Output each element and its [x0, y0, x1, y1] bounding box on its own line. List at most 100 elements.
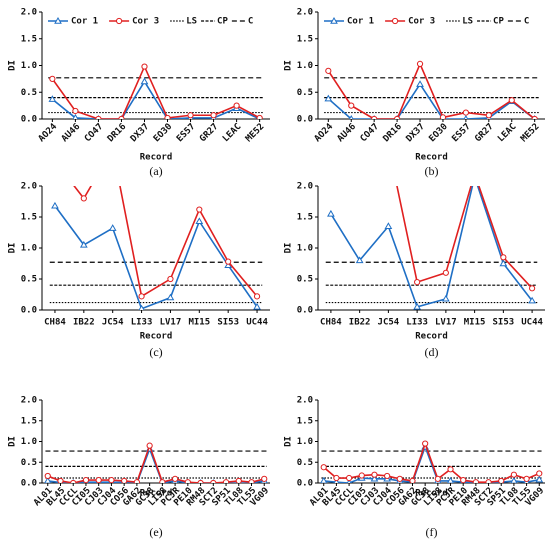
data-point [396, 475, 403, 482]
data-point [416, 60, 424, 67]
x-tick-label: LI33 [131, 318, 153, 328]
x-tick-label: AU46 [60, 122, 82, 144]
data-point [523, 475, 530, 482]
x-axis-label: Record [140, 153, 173, 163]
series-line [323, 441, 540, 483]
y-tick-label: 0.0 [21, 115, 37, 125]
series-line [54, 205, 258, 310]
legend-label: Cor 3 [408, 17, 435, 27]
data-point [133, 479, 140, 483]
y-tick-label: 1.5 [297, 34, 313, 44]
x-axis-label: Record [415, 332, 448, 342]
data-point [535, 475, 544, 483]
data-point [108, 476, 115, 483]
y-tick-label: 1.5 [21, 213, 37, 223]
data-point [138, 293, 145, 300]
data-point [439, 114, 447, 119]
x-tick-label: JC54 [102, 318, 124, 328]
data-point [358, 472, 365, 479]
y-tick-label: 2.0 [297, 8, 313, 18]
caption: (e) [149, 525, 162, 539]
data-point [51, 201, 59, 209]
panel: 0.0 0.5 1.0 1.5 2.0 DI CH84 IB22 JC54 LI33 LV17 MI1… [284, 182, 545, 359]
data-point [256, 114, 263, 119]
y-axis-label: DI [8, 436, 18, 447]
y-tick-label: 0.5 [297, 458, 313, 468]
data-point [500, 254, 507, 261]
y-axis-label: DI [8, 60, 18, 71]
y-tick-label: 2.0 [21, 396, 37, 406]
y-axis-label: DI [284, 436, 294, 447]
data-point [508, 97, 515, 104]
data-point [253, 302, 261, 310]
plot-area [324, 60, 539, 119]
x-tick-label: ME52 [519, 122, 541, 144]
x-tick-label: LEAC [496, 122, 518, 144]
data-point [485, 479, 492, 483]
legend-label: Cor 1 [71, 17, 98, 27]
data-point [414, 279, 421, 286]
y-tick-label: 1.0 [297, 61, 313, 71]
y-tick-label: 0.5 [21, 275, 37, 285]
data-point [371, 471, 378, 478]
series-line [327, 82, 536, 119]
data-point [167, 275, 174, 283]
y-tick-label: 0.0 [21, 479, 37, 489]
data-point [248, 479, 255, 483]
data-point [225, 258, 232, 265]
data-point [498, 477, 505, 483]
data-point [70, 479, 77, 483]
data-point [413, 302, 421, 310]
plot-area [48, 63, 264, 119]
data-point [44, 476, 52, 483]
y-tick-label: 1.0 [21, 61, 37, 71]
x-tick-label: MI15 [188, 318, 210, 328]
x-tick-label: GR27 [198, 122, 220, 144]
caption: (f) [426, 525, 438, 539]
x-tick-label: CH84 [44, 318, 66, 328]
caption: (b) [425, 164, 439, 178]
data-point [196, 206, 203, 213]
panel: 0.0 0.5 1.0 1.5 2.0 DI CH84 IB22 JC54 LI33 LV17 MI1… [8, 182, 270, 359]
y-tick-label: 1.0 [21, 437, 37, 447]
y-tick-label: 1.0 [21, 244, 37, 254]
data-point [140, 77, 149, 85]
legend-label: C [524, 17, 529, 27]
x-tick-label: AO24 [313, 121, 336, 144]
panel: 0.0 0.5 1.0 1.5 2.0 DI AO24 AU46 CO47 DR16 DX37 EO3… [284, 8, 545, 178]
data-point [348, 114, 354, 119]
data-point [195, 217, 204, 225]
data-point [510, 471, 518, 478]
data-point [442, 269, 449, 276]
data-point [253, 293, 261, 300]
x-tick-label: IB22 [73, 318, 95, 328]
x-tick-label: JC54 [378, 318, 400, 328]
data-point [447, 466, 454, 473]
data-point [510, 476, 518, 483]
data-point [327, 209, 335, 217]
data-point [529, 285, 536, 292]
y-tick-label: 1.5 [297, 416, 313, 426]
plot-area [320, 440, 544, 483]
data-point [346, 478, 352, 483]
y-tick-label: 1.5 [21, 34, 37, 44]
legend-label: Cor 1 [347, 17, 374, 27]
x-axis-label: Record [415, 489, 448, 499]
data-point [472, 479, 479, 483]
data-point [371, 115, 378, 119]
x-tick-label: DR16 [106, 122, 128, 144]
x-tick-label: LV17 [435, 318, 457, 328]
data-point [197, 479, 204, 483]
x-axis-label: Record [140, 489, 173, 499]
data-point [320, 476, 328, 483]
x-tick-label: DX37 [405, 122, 427, 144]
x-tick-label: UC44 [246, 318, 268, 328]
data-point [320, 464, 327, 471]
data-point [164, 114, 171, 119]
x-axis-label: Record [415, 153, 448, 163]
data-point [80, 195, 87, 202]
data-point [499, 259, 508, 267]
data-point [72, 113, 79, 119]
data-point [146, 442, 153, 449]
